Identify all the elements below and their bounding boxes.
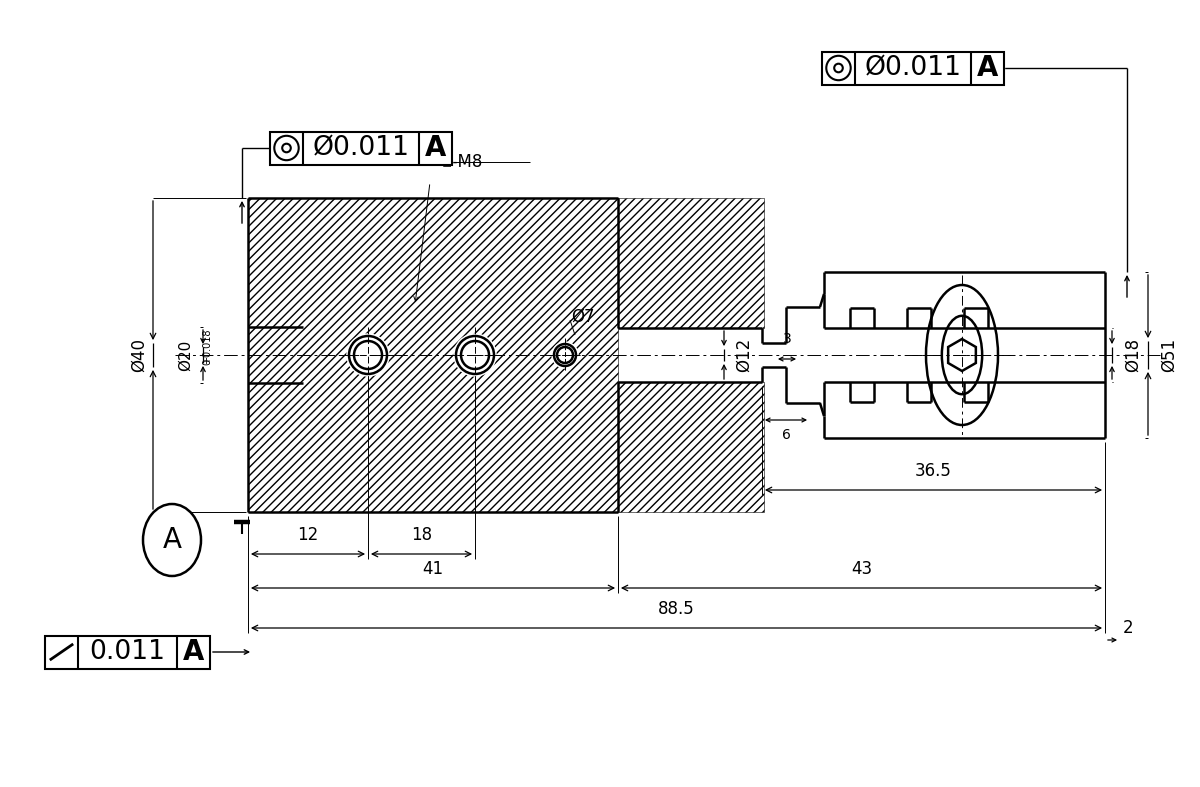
Text: +0.018: +0.018 [202, 328, 212, 364]
Text: 3: 3 [782, 332, 791, 346]
Bar [822, 51, 1004, 84]
Text: 0.011: 0.011 [90, 639, 166, 665]
Text: 88.5: 88.5 [658, 600, 695, 618]
Text: 6: 6 [781, 428, 791, 442]
Circle shape [454, 334, 496, 376]
Text: A: A [977, 54, 998, 82]
Text: Ø20: Ø20 [178, 339, 193, 371]
Text: A: A [182, 638, 204, 666]
Bar [46, 635, 210, 668]
Ellipse shape [924, 283, 1000, 427]
Text: Ø12: Ø12 [734, 338, 754, 372]
Text: Ø7: Ø7 [571, 308, 594, 326]
Text: 18: 18 [410, 526, 432, 544]
Bar [248, 198, 618, 512]
Text: 12: 12 [298, 526, 319, 544]
Circle shape [552, 342, 578, 368]
Text: 2: 2 [1123, 619, 1134, 637]
Text: Ø40: Ø40 [130, 338, 148, 372]
Text: Ø18: Ø18 [1124, 338, 1142, 372]
Text: 36.5: 36.5 [916, 462, 952, 480]
Bar [270, 131, 452, 164]
Text: 0: 0 [202, 359, 212, 365]
Bar [822, 51, 1004, 84]
Ellipse shape [143, 504, 202, 576]
Text: Ø0.011: Ø0.011 [312, 135, 409, 161]
Text: A: A [425, 134, 446, 162]
Circle shape [347, 334, 389, 376]
Text: 2-M8: 2-M8 [442, 153, 482, 171]
Text: 43: 43 [851, 560, 872, 578]
Bar [270, 131, 452, 164]
Text: Ø0.011: Ø0.011 [864, 55, 961, 81]
Text: A: A [162, 526, 181, 554]
Text: 41: 41 [422, 560, 444, 578]
Bar [46, 635, 210, 668]
Text: Ø51: Ø51 [1160, 338, 1178, 372]
